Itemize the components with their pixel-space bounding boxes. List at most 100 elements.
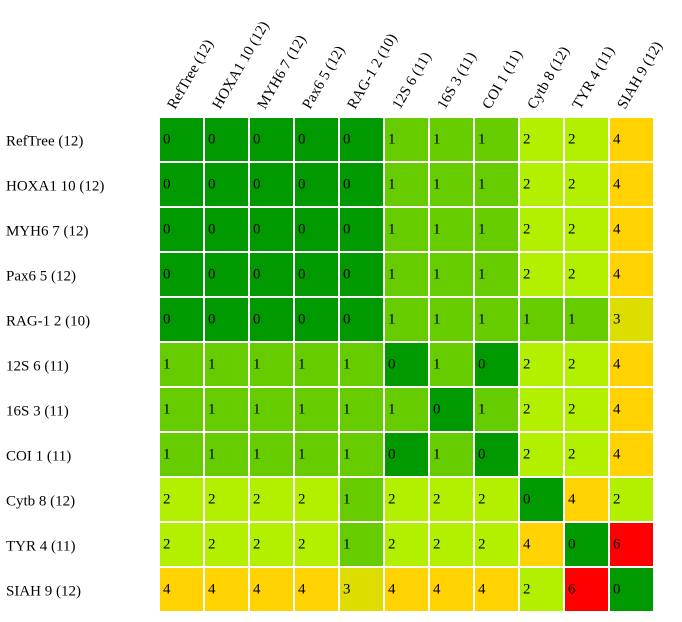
- cell-value-label: 1: [253, 447, 261, 463]
- heatmap-cell: [520, 568, 563, 611]
- heatmap-cell: [250, 478, 293, 521]
- heatmap-cell: [295, 118, 338, 161]
- heatmap-cell: [250, 118, 293, 161]
- cell-value-label: 0: [208, 177, 216, 193]
- heatmap-cell: [295, 523, 338, 566]
- cell-value-label: 2: [208, 537, 216, 553]
- heatmap-cell: [430, 253, 473, 296]
- heatmap-cell: [250, 523, 293, 566]
- heatmap-cell: [430, 568, 473, 611]
- heatmap-cell: [610, 208, 653, 251]
- cell-value-label: 3: [613, 312, 621, 328]
- heatmap-cell: [565, 208, 608, 251]
- cell-value-label: 0: [163, 267, 171, 283]
- heatmap-cell: [160, 433, 203, 476]
- cell-value-label: 1: [478, 402, 486, 418]
- heatmap-cell: [610, 478, 653, 521]
- cell-value-label: 2: [208, 492, 216, 508]
- cell-value-label: 0: [208, 132, 216, 148]
- heatmap-cell: [385, 298, 428, 341]
- cell-value-label: 2: [613, 492, 621, 508]
- cell-value-label: 0: [343, 132, 351, 148]
- column-label-tyr-4-11: TYR 4 (11): [570, 44, 619, 112]
- heatmap-cell: [520, 118, 563, 161]
- heatmap-cell: [160, 118, 203, 161]
- cell-value-label: 4: [208, 582, 216, 598]
- cell-value-label: 1: [523, 312, 531, 328]
- heatmap-cell: [475, 388, 518, 431]
- row-label-siah-9-12: SIAH 9 (12): [6, 584, 81, 600]
- heatmap-cell: [520, 208, 563, 251]
- cell-value-label: 4: [298, 582, 306, 598]
- heatmap-cell: [340, 253, 383, 296]
- heatmap-cell: [610, 298, 653, 341]
- cell-value-label: 0: [613, 582, 621, 598]
- heatmap-cell: [295, 208, 338, 251]
- cell-value-label: 2: [253, 492, 261, 508]
- heatmap-cell: [250, 208, 293, 251]
- cell-value-label: 2: [298, 537, 306, 553]
- heatmap-cell: [475, 298, 518, 341]
- cell-value-label: 4: [388, 582, 396, 598]
- cell-value-label: 1: [163, 357, 171, 373]
- cell-value-label: 1: [433, 312, 441, 328]
- cell-value-label: 4: [163, 582, 171, 598]
- cell-value-label: 1: [478, 222, 486, 238]
- cell-value-label: 1: [478, 177, 486, 193]
- cell-value-label: 2: [523, 447, 531, 463]
- cell-value-label: 1: [388, 312, 396, 328]
- cell-value-label: 1: [343, 492, 351, 508]
- heatmap-cell: [475, 568, 518, 611]
- heatmap-cell: [205, 208, 248, 251]
- heatmap-cell: [610, 568, 653, 611]
- heatmap-cell: [340, 568, 383, 611]
- cell-value-label: 2: [568, 357, 576, 373]
- cell-value-label: 6: [613, 537, 621, 553]
- cell-value-label: 1: [208, 402, 216, 418]
- cell-value-label: 0: [208, 267, 216, 283]
- cell-value-label: 6: [568, 582, 576, 598]
- heatmap-cell: [385, 163, 428, 206]
- cell-value-label: 0: [298, 312, 306, 328]
- heatmap-cell: [430, 343, 473, 386]
- heatmap-cell: [565, 433, 608, 476]
- column-label-pax6-5-12: Pax6 5 (12): [300, 43, 349, 112]
- heatmap-cell: [610, 163, 653, 206]
- cell-value-label: 4: [613, 222, 621, 238]
- heatmap-cell: [205, 343, 248, 386]
- heatmap-cell: [205, 523, 248, 566]
- column-label-16s-3-11: 16S 3 (11): [435, 50, 480, 112]
- cell-value-label: 2: [478, 537, 486, 553]
- heatmap-cell: [385, 523, 428, 566]
- heatmap-cell: [295, 163, 338, 206]
- cell-value-label: 1: [388, 177, 396, 193]
- cell-value-label: 2: [568, 222, 576, 238]
- heatmap-cell: [475, 253, 518, 296]
- cell-value-label: 4: [613, 447, 621, 463]
- cell-value-label: 0: [298, 132, 306, 148]
- cell-value-label: 0: [253, 222, 261, 238]
- cell-value-label: 2: [568, 132, 576, 148]
- heatmap-cell: [475, 118, 518, 161]
- cell-value-label: 2: [523, 132, 531, 148]
- heatmap-cell: [295, 253, 338, 296]
- heatmap-cell: [250, 388, 293, 431]
- cell-value-label: 2: [568, 177, 576, 193]
- cell-value-label: 1: [433, 177, 441, 193]
- cell-value-label: 4: [433, 582, 441, 598]
- row-label-tyr-4-11: TYR 4 (11): [6, 539, 75, 555]
- heatmap-cell: [565, 298, 608, 341]
- heatmap-cell: [340, 343, 383, 386]
- cell-value-label: 1: [478, 312, 486, 328]
- heatmap-cell: [430, 433, 473, 476]
- heatmap-cell: [520, 343, 563, 386]
- row-labels: RefTree (12) HOXA1 10 (12) MYH6 7 (12) Pax6…: [6, 134, 104, 600]
- cell-value-label: 4: [253, 582, 261, 598]
- heatmap-cell: [295, 478, 338, 521]
- heatmap-cell: [565, 568, 608, 611]
- heatmap-cell: [205, 568, 248, 611]
- heatmap-cell: [610, 343, 653, 386]
- cell-value-label: 4: [613, 357, 621, 373]
- cell-value-label: 2: [523, 582, 531, 598]
- cell-value-label: 0: [298, 177, 306, 193]
